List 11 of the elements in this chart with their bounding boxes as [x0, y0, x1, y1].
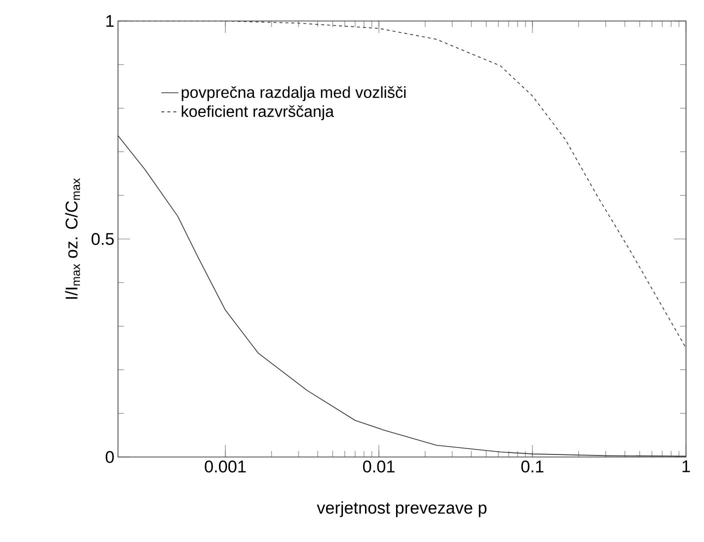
x-tick-label: 1: [682, 460, 690, 472]
y-tick-label: 0.5: [92, 232, 114, 245]
x-tick-label: 0.001: [204, 460, 246, 472]
x-axis-title: verjetnost prevezave p: [316, 501, 486, 518]
y-tick-label: 0: [106, 450, 114, 463]
y-axis-title: I/I$_{max}$ oz. C/C$_{max}$: [65, 178, 80, 299]
x-tick-label: 0.1: [521, 460, 544, 472]
legend-label: koeficient razvrščanja: [182, 105, 334, 120]
legend-label: povprečna razdalja med vozlišči: [182, 86, 406, 102]
y-tick-label: 1: [106, 15, 114, 27]
x-tick-label: 0.01: [363, 460, 395, 472]
